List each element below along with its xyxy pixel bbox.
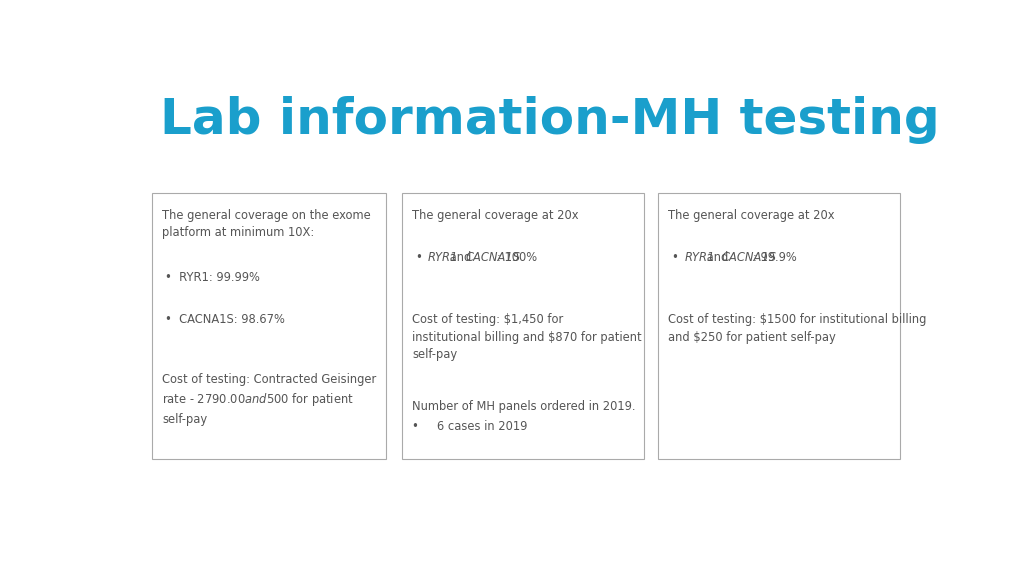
Text: •  RYR1: 99.99%: • RYR1: 99.99% — [165, 271, 260, 284]
Text: Number of MH panels ordered in 2019.
•     6 cases in 2019: Number of MH panels ordered in 2019. • 6… — [412, 400, 636, 433]
Text: Cost of testing: $1,450 for
institutional billing and $870 for patient
self-pay: Cost of testing: $1,450 for institutiona… — [412, 313, 642, 361]
Text: Cost of testing: Contracted Geisinger
rate - $2790.00 and $500 for patient
self-: Cost of testing: Contracted Geisinger ra… — [162, 373, 377, 426]
Text: and: and — [702, 251, 731, 264]
Text: •  CACNA1S: 98.67%: • CACNA1S: 98.67% — [165, 313, 285, 326]
Text: Cost of testing: $1500 for institutional billing
and $250 for patient self-pay: Cost of testing: $1500 for institutional… — [669, 313, 927, 343]
Text: and: and — [446, 251, 475, 264]
Text: •: • — [416, 251, 422, 264]
Text: : 100%: : 100% — [497, 251, 537, 264]
Text: The general coverage at 20x: The general coverage at 20x — [412, 209, 579, 222]
Text: •: • — [672, 251, 679, 264]
Text: CACNA1S: CACNA1S — [466, 251, 520, 264]
Text: The general coverage at 20x: The general coverage at 20x — [669, 209, 835, 222]
Text: Lab information-MH testing: Lab information-MH testing — [160, 96, 939, 144]
FancyBboxPatch shape — [152, 194, 386, 460]
Text: RYR1: RYR1 — [428, 251, 459, 264]
Text: The general coverage on the exome
platform at minimum 10X:: The general coverage on the exome platfo… — [162, 209, 371, 240]
Text: CACNA1S: CACNA1S — [722, 251, 777, 264]
Text: : 99.9%: : 99.9% — [753, 251, 797, 264]
FancyBboxPatch shape — [401, 194, 644, 460]
Text: RYR1: RYR1 — [684, 251, 715, 264]
FancyBboxPatch shape — [658, 194, 900, 460]
